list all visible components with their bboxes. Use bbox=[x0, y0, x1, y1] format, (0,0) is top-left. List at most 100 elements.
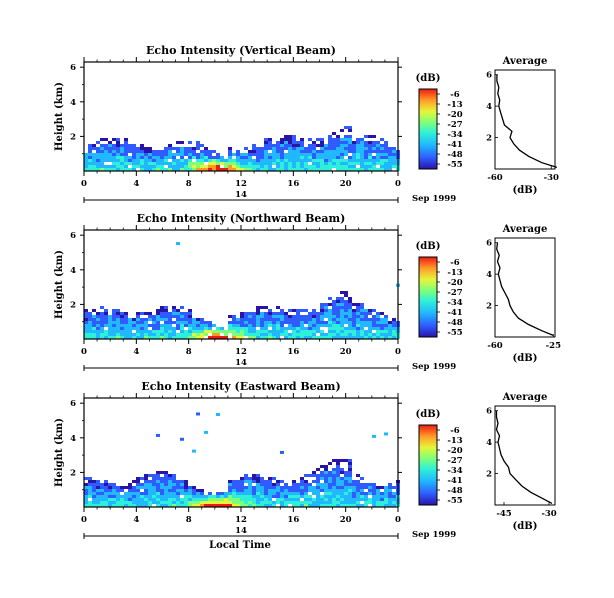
colorbar-tick-label: -41 bbox=[447, 476, 462, 486]
colorbar-tick-label: -48 bbox=[447, 318, 462, 328]
x-tick-label: 0 bbox=[81, 515, 87, 525]
profile-line bbox=[496, 242, 554, 337]
colorbar-tick-label: -55 bbox=[447, 496, 462, 506]
x-tick-label: 20 bbox=[340, 179, 352, 189]
colorbar-tick-label: -55 bbox=[447, 328, 462, 338]
date-suffix: Sep 1999 bbox=[412, 362, 456, 372]
date-suffix: Sep 1999 bbox=[412, 530, 456, 540]
x-tick-label: 12 bbox=[235, 347, 247, 357]
x-tick-label: 12 bbox=[235, 179, 247, 189]
colorbar bbox=[418, 424, 438, 506]
x-tick-label: 0 bbox=[395, 347, 401, 357]
profile-y-tick-label: 2 bbox=[486, 134, 492, 144]
x-tick-label: 0 bbox=[81, 179, 87, 189]
profile-x-tick-label: -30 bbox=[544, 173, 559, 183]
colorbar-tick-label: -13 bbox=[447, 436, 462, 446]
colorbar-tick-label: -41 bbox=[447, 140, 462, 150]
x-tick-label: 8 bbox=[186, 515, 192, 525]
date-suffix: Sep 1999 bbox=[412, 194, 456, 204]
y-tick-label: 2 bbox=[70, 132, 76, 142]
colorbar-tick-label: -27 bbox=[447, 288, 462, 298]
colorbar-unit: (dB) bbox=[416, 73, 441, 84]
date-label: 14 bbox=[235, 190, 247, 200]
x-tick-label: 0 bbox=[395, 179, 401, 189]
x-tick-label: 0 bbox=[395, 515, 401, 525]
profile-y-tick-label: 2 bbox=[486, 302, 492, 312]
x-tick-label: 12 bbox=[235, 515, 247, 525]
colorbar-tick-label: -41 bbox=[447, 308, 462, 318]
profile-title: Average bbox=[502, 56, 548, 67]
profile-frame bbox=[494, 69, 556, 170]
panel-title: Echo Intensity (Vertical Beam) bbox=[146, 44, 336, 57]
y-tick-label: 6 bbox=[70, 63, 76, 73]
profile-x-tick-label: -30 bbox=[541, 509, 556, 519]
profile-title: Average bbox=[502, 392, 548, 403]
profile-xlabel: (dB) bbox=[513, 185, 538, 196]
profile-x-tick-label: -25 bbox=[546, 341, 561, 351]
date-label: 14 bbox=[235, 358, 247, 368]
colorbar-unit: (dB) bbox=[416, 409, 441, 420]
y-tick-label: 4 bbox=[70, 266, 76, 276]
average-profile: Average 6 4 2 -60 -25 (dB) bbox=[486, 224, 561, 364]
profile-x-tick-label: -60 bbox=[487, 173, 502, 183]
profile-y-tick-label: 6 bbox=[486, 407, 492, 417]
colorbar-tick-label: -20 bbox=[447, 446, 462, 456]
profile-y-tick-label: 6 bbox=[486, 71, 492, 81]
colorbar-tick-label: -13 bbox=[447, 268, 462, 278]
colorbar-tick-label: -27 bbox=[447, 456, 462, 466]
echo-heatmap bbox=[84, 242, 400, 339]
profile-frame bbox=[494, 237, 556, 338]
profile-y-tick-label: 4 bbox=[486, 438, 492, 448]
x-tick-label: 20 bbox=[340, 515, 352, 525]
colorbar-tick-label: -6 bbox=[450, 258, 460, 268]
y-tick-label: 6 bbox=[70, 399, 76, 409]
x-tick-label: 16 bbox=[287, 347, 299, 357]
date-label: 14 bbox=[235, 526, 247, 536]
profile-y-tick-label: 4 bbox=[486, 102, 492, 112]
colorbar bbox=[418, 256, 438, 338]
colorbar-tick-label: -48 bbox=[447, 150, 462, 160]
profile-x-tick-label: -45 bbox=[496, 509, 511, 519]
y-axis-label: Height (km) bbox=[54, 82, 65, 151]
x-tick-label: 8 bbox=[186, 179, 192, 189]
average-profile: Average 6 4 2 -60 -30 (dB) bbox=[486, 56, 559, 196]
x-tick-label: 16 bbox=[287, 179, 299, 189]
colorbar-tick-label: -55 bbox=[447, 160, 462, 170]
y-tick-label: 6 bbox=[70, 231, 76, 241]
local-time-label: Local Time bbox=[209, 540, 271, 551]
colorbar bbox=[418, 88, 438, 170]
x-tick-label: 0 bbox=[81, 347, 87, 357]
colorbar-tick-label: -48 bbox=[447, 486, 462, 496]
x-tick-label: 8 bbox=[186, 347, 192, 357]
profile-xlabel: (dB) bbox=[513, 521, 538, 532]
x-tick-label: 4 bbox=[133, 515, 139, 525]
profile-frame bbox=[494, 405, 556, 506]
echo-heatmap bbox=[84, 412, 400, 507]
panel-title: Echo Intensity (Northward Beam) bbox=[137, 212, 346, 225]
colorbar-tick-label: -20 bbox=[447, 278, 462, 288]
colorbar-tick-label: -6 bbox=[450, 90, 460, 100]
colorbar-tick-label: -20 bbox=[447, 110, 462, 120]
colorbar-tick-label: -34 bbox=[447, 298, 462, 308]
panel-2: Echo Intensity (Northward Beam) 6 4 2 Height… bbox=[54, 212, 561, 372]
y-tick-label: 4 bbox=[70, 98, 76, 108]
panel-title: Echo Intensity (Eastward Beam) bbox=[141, 380, 340, 393]
x-tick-label: 4 bbox=[133, 347, 139, 357]
colorbar-unit: (dB) bbox=[416, 241, 441, 252]
x-tick-label: 4 bbox=[133, 179, 139, 189]
y-tick-label: 2 bbox=[70, 300, 76, 310]
colorbar-tick-label: -6 bbox=[450, 426, 460, 436]
average-profile: Average 6 4 2 -45 -30(dB) bbox=[486, 392, 557, 532]
y-tick-label: 4 bbox=[70, 434, 76, 444]
colorbar-tick-label: -13 bbox=[447, 100, 462, 110]
y-axis-label: Height (km) bbox=[54, 418, 65, 487]
panel-3: Echo Intensity (Eastward Beam) 6 4 2 Height … bbox=[54, 380, 557, 540]
profile-xlabel: (dB) bbox=[513, 353, 538, 364]
profile-y-tick-label: 2 bbox=[486, 470, 492, 480]
profile-line bbox=[496, 74, 558, 169]
panel-1: Echo Intensity (Vertical Beam) 6 4 2 Height … bbox=[54, 44, 559, 204]
profile-x-tick-label: -60 bbox=[487, 341, 502, 351]
y-tick-label: 2 bbox=[70, 468, 76, 478]
colorbar-tick-label: -27 bbox=[447, 120, 462, 130]
colorbar-tick-label: -34 bbox=[447, 466, 462, 476]
